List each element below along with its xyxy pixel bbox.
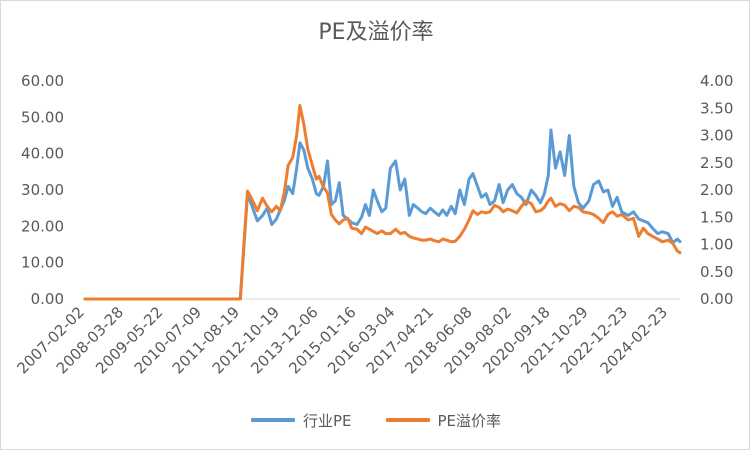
- series-line-industry-pe: [83, 128, 682, 301]
- left-axis-tick-label: 60.00: [21, 72, 64, 90]
- chart-title: PE及溢价率: [318, 20, 434, 45]
- series-line-pe-premium: [83, 104, 682, 301]
- right-axis-tick-label: 0.50: [700, 263, 733, 281]
- left-axis-tick-label: 30.00: [21, 181, 64, 199]
- right-axis-tick-label: 2.00: [700, 181, 733, 199]
- right-axis-tick-label: 2.50: [700, 154, 733, 172]
- right-axis-tick-label: 1.00: [700, 236, 733, 254]
- legend-swatch-industry-pe: [250, 418, 295, 422]
- series-points-pe-premium: [84, 105, 681, 300]
- right-axis-tick-label: 1.50: [700, 208, 733, 226]
- right-axis-tick-labels: 0.00 0.50 1.00 1.50 2.00 2.50 3.00 3.50 4.00: [700, 72, 733, 308]
- legend-label-pe-premium: PE溢价率: [437, 411, 502, 430]
- left-axis-tick-label: 20.00: [21, 217, 64, 235]
- right-axis-tick-label: 3.00: [700, 127, 733, 145]
- legend: 行业PE PE溢价率: [0, 408, 752, 432]
- right-axis-tick-label: 0.00: [700, 290, 733, 308]
- left-axis-tick-label: 0.00: [31, 290, 64, 308]
- right-axis-tick-label: 3.50: [700, 99, 733, 117]
- series-points-industry-pe: [84, 130, 681, 300]
- legend-item-pe-premium: PE溢价率: [385, 410, 502, 431]
- left-axis-tick-labels: 0.00 10.00 20.00 30.00 40.00 50.00 60.00: [21, 72, 64, 308]
- left-axis-tick-label: 40.00: [21, 145, 64, 163]
- legend-label-industry-pe: 行业PE: [302, 411, 352, 430]
- x-axis-tick-labels: 2007-02-022008-03-282009-05-222010-07-09…: [13, 303, 671, 377]
- right-axis-tick-label: 4.00: [700, 72, 733, 90]
- left-axis-tick-label: 50.00: [21, 108, 64, 126]
- left-axis-tick-label: 10.00: [21, 254, 64, 272]
- legend-swatch-pe-premium: [385, 418, 430, 422]
- legend-item-industry-pe: 行业PE: [250, 410, 352, 431]
